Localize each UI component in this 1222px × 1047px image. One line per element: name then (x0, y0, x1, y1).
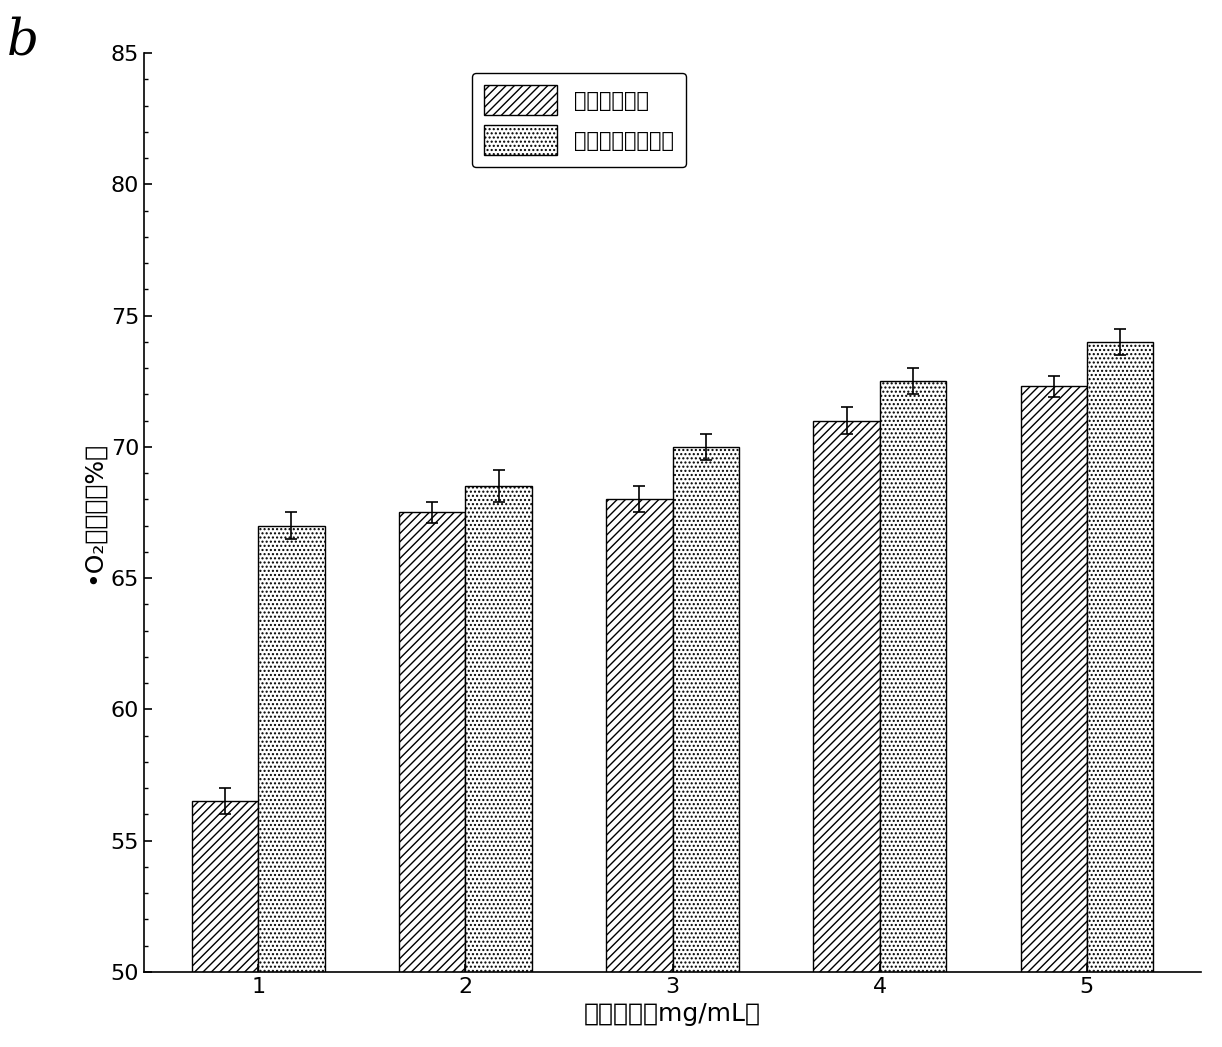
Bar (466, 486, 532, 1047)
Bar (880, 381, 946, 1047)
Y-axis label: •O₂清除率（%）: •O₂清除率（%） (81, 441, 105, 584)
Text: b: b (6, 17, 39, 66)
Bar (1086, 341, 1154, 1047)
X-axis label: 样品浓度（mg/mL）: 样品浓度（mg/mL） (584, 1002, 761, 1026)
Bar (258, 526, 325, 1047)
Bar (192, 801, 258, 1047)
Bar (672, 447, 739, 1047)
Legend: 羊栅菜糟多糖, 降解的羊栅菜多糖: 羊栅菜糟多糖, 降解的羊栅菜多糖 (472, 72, 686, 168)
Bar (814, 421, 880, 1047)
Bar (400, 512, 466, 1047)
Bar (606, 499, 672, 1047)
Bar (1020, 386, 1086, 1047)
